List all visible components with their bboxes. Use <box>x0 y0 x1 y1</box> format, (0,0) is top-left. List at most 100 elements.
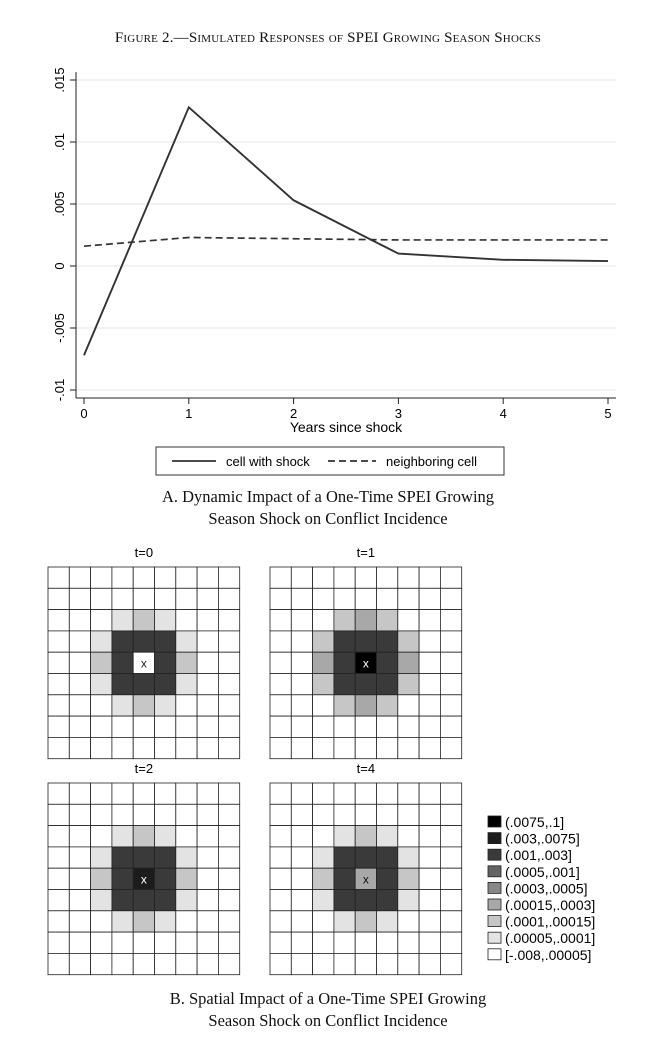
legend-swatch <box>487 898 502 911</box>
heatmap-cell <box>217 782 241 805</box>
heatmap-cell <box>418 651 441 674</box>
heatmap-cell <box>354 782 377 805</box>
heatmap-cell <box>154 609 177 632</box>
heatmap-cell <box>376 952 399 976</box>
heatmap-cell <box>111 609 134 632</box>
heatmap-cell <box>418 782 441 805</box>
heatmap-cell <box>47 673 70 696</box>
heatmap-cell <box>217 673 241 696</box>
heatmap-cell <box>47 587 70 610</box>
heatmap-cell <box>312 782 335 805</box>
heatmap-cell <box>132 889 155 912</box>
heatmap-cell <box>269 803 292 826</box>
heatmap-cell <box>397 825 420 848</box>
heatmap-cell <box>290 587 313 610</box>
legend-label: (.0001,.00015] <box>505 914 595 930</box>
heatmap-cell <box>312 630 335 653</box>
heatmap-cell <box>90 587 113 610</box>
heatmap-cell <box>196 609 219 632</box>
heatmap-cell <box>111 889 134 912</box>
heatmap-cell <box>312 609 335 632</box>
heatmap-cell <box>269 609 292 632</box>
heatmap-cell <box>196 630 219 653</box>
heatmap-cell <box>354 673 377 696</box>
x-tick-label: 5 <box>604 406 611 421</box>
heatmap-cell <box>439 736 463 760</box>
heatmap-cell <box>376 867 399 890</box>
panel-a-caption-line1: A. Dynamic Impact of a One-Time SPEI Gro… <box>161 487 495 506</box>
heatmap-cell <box>439 867 463 890</box>
heatmap-cell <box>333 846 356 869</box>
legend-swatch <box>487 865 502 878</box>
x-tick-label: 1 <box>185 406 192 421</box>
heatmap-cell <box>290 825 313 848</box>
heatmap-cell <box>132 630 155 653</box>
heatmap-cell <box>90 825 113 848</box>
heatmap-cell <box>397 867 420 890</box>
heatmap-cell <box>269 910 292 933</box>
heatmap-cell <box>90 782 113 805</box>
heatmap-legend: (.0075,.1](.003,.0075](.001,.003](.0005,… <box>487 814 595 963</box>
heatmap-cell <box>68 609 92 632</box>
heatmap-cell <box>269 694 292 717</box>
heatmap-cell <box>196 673 219 696</box>
heatmap-cell <box>333 736 356 760</box>
heatmap-cell <box>290 867 313 890</box>
heatmap-cell <box>418 931 441 954</box>
heatmap-cell <box>269 673 292 696</box>
heatmap-panel: t=4 x <box>269 761 463 976</box>
legend-swatch <box>487 832 502 845</box>
legend-label: (.0005,.001] <box>505 864 580 880</box>
heatmap-cell <box>111 736 134 760</box>
heatmap-cell <box>132 782 155 805</box>
heatmap-cell <box>333 952 356 976</box>
heatmap-cell <box>333 694 356 717</box>
chart-legend: cell with shock neighboring cell <box>155 446 505 476</box>
heatmap-cell <box>376 931 399 954</box>
y-tick-label: -.005 <box>52 313 67 343</box>
heatmap-cell <box>111 673 134 696</box>
heatmap-panel: t=0 x <box>47 545 241 760</box>
heatmap-cell <box>376 587 399 610</box>
heatmap-cell <box>111 715 134 738</box>
heatmap-cell <box>376 736 399 760</box>
heatmap-cell <box>154 782 177 805</box>
heatmap-cell <box>111 651 134 674</box>
heatmap-cell <box>397 782 420 805</box>
series-neighboring-cell-line <box>83 236 608 248</box>
heatmap-cell <box>154 803 177 826</box>
heatmap-cell <box>132 694 155 717</box>
series-cell-with-shock-line <box>83 105 609 356</box>
heatmap-cell <box>47 867 70 890</box>
heatmap-cell <box>111 867 134 890</box>
heatmap-cell <box>68 694 92 717</box>
heatmap-cell <box>90 889 113 912</box>
heatmap-cell <box>418 910 441 933</box>
panel-title: t=1 <box>357 545 375 560</box>
heatmap-cell <box>154 867 177 890</box>
heatmap-panel: t=2 x <box>47 761 241 976</box>
heatmap-cell <box>111 931 134 954</box>
heatmap-cell <box>333 587 356 610</box>
heatmap-cell <box>312 673 335 696</box>
heatmap-cell <box>439 889 463 912</box>
panel-b-caption-line1: B. Spatial Impact of a One-Time SPEI Gro… <box>169 989 487 1008</box>
heatmap-cell <box>111 825 134 848</box>
heatmap-cell <box>312 694 335 717</box>
heatmap-cell <box>90 846 113 869</box>
heatmap-cell <box>312 931 335 954</box>
heatmap-cell <box>154 566 177 589</box>
heatmap-cell <box>333 609 356 632</box>
heatmap-cell <box>397 566 420 589</box>
legend-label: (.00005,.0001] <box>505 930 595 946</box>
chart-gridlines <box>76 79 616 391</box>
heatmap-cell <box>376 889 399 912</box>
heatmap-cell <box>312 715 335 738</box>
heatmap-cell <box>354 846 377 869</box>
heatmap-cell <box>217 846 241 869</box>
heatmap-cell <box>354 952 377 976</box>
heatmap-cell <box>196 715 219 738</box>
heatmap-cell <box>439 782 463 805</box>
heatmap-cell <box>397 609 420 632</box>
heatmap-cell <box>47 566 70 589</box>
